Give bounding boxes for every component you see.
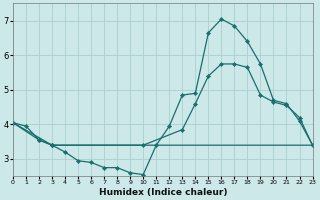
X-axis label: Humidex (Indice chaleur): Humidex (Indice chaleur) — [99, 188, 227, 197]
